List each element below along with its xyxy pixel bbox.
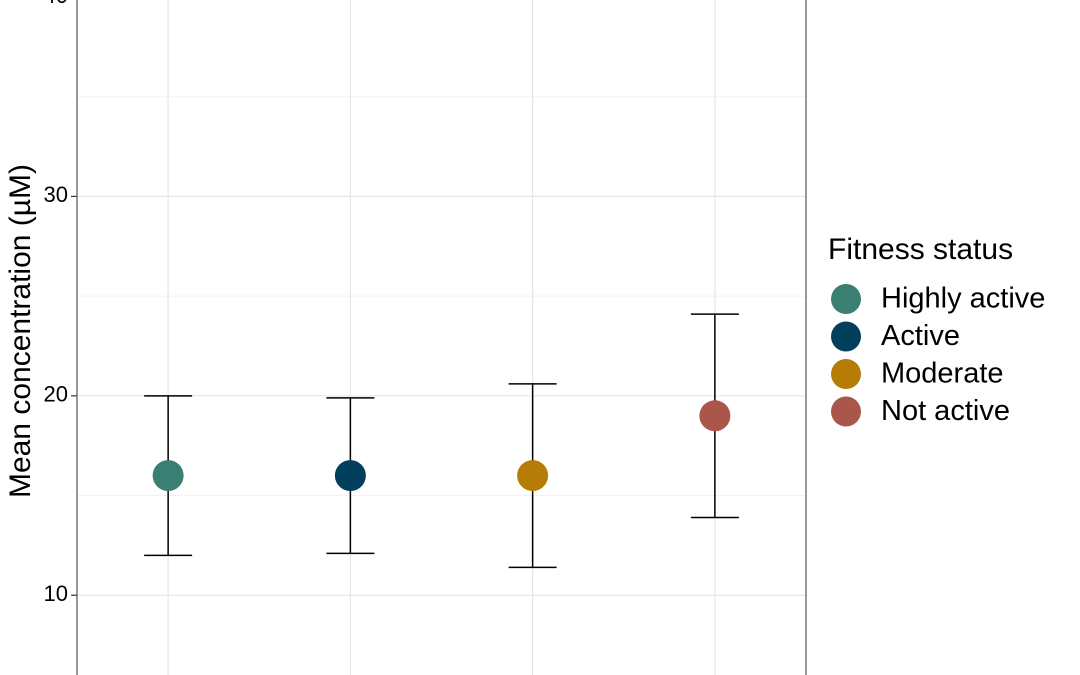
legend-key: [831, 321, 861, 352]
y-tick-label: 30: [44, 182, 68, 207]
panel-border: [76, 0, 807, 675]
legend-key: [831, 396, 861, 427]
point: [699, 400, 731, 432]
legend-label: Highly active: [881, 283, 1045, 315]
point: [334, 460, 366, 492]
legend-label: Not active: [881, 395, 1010, 427]
y-tick-label: 20: [44, 382, 68, 407]
point: [152, 460, 184, 492]
legend-key: [831, 359, 861, 389]
y-axis-label: Mean concentration (µM): [4, 164, 37, 498]
legend-title: Fitness status: [828, 233, 1013, 266]
y-tick-label: 40: [44, 0, 68, 8]
legend-label: Moderate: [881, 358, 1004, 390]
point: [517, 460, 549, 492]
y-tick-label: 10: [44, 581, 68, 606]
legend-key: [831, 284, 861, 314]
legend-label: Active: [881, 320, 960, 352]
